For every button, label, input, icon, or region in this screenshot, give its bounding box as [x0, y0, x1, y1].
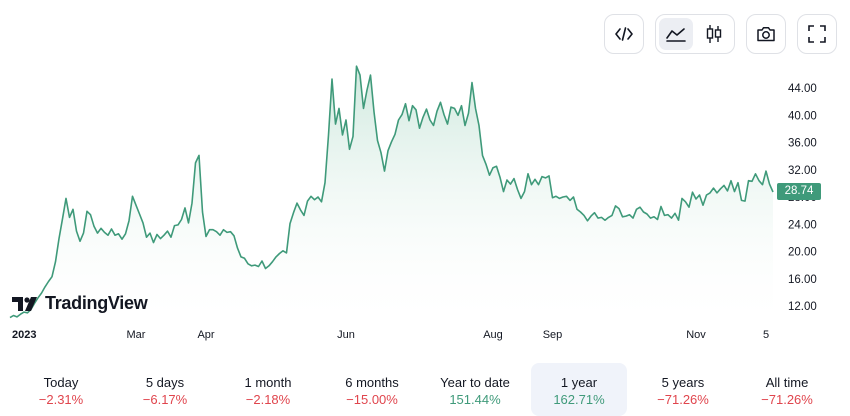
embed-code-button[interactable]	[604, 14, 644, 54]
range-change: −71.26%	[657, 392, 709, 407]
x-tick-label: 2023	[12, 329, 36, 341]
range-1-month[interactable]: 1 month −2.18%	[220, 363, 316, 416]
snapshot-button[interactable]	[746, 14, 786, 54]
range-label: All time	[765, 375, 809, 390]
y-tick-label: 16.00	[788, 274, 817, 286]
range-6-months[interactable]: 6 months −15.00%	[324, 363, 420, 416]
tradingview-wordmark: TradingView	[45, 293, 148, 313]
range-change: −6.17%	[142, 392, 188, 407]
range-year-to-date[interactable]: Year to date 151.44%	[427, 363, 523, 416]
x-tick-label: Apr	[197, 329, 214, 341]
range-change: −2.31%	[38, 392, 84, 407]
y-tick-label: 24.00	[788, 219, 817, 231]
y-tick-label: 40.00	[788, 110, 817, 122]
time-range-selector: Today −2.31% 5 days −6.17% 1 month −2.18% 6 mo…	[0, 363, 850, 416]
camera-icon	[757, 27, 775, 42]
fullscreen-button[interactable]	[797, 14, 837, 54]
y-tick-label: 44.00	[788, 83, 817, 95]
range-change: −2.18%	[245, 392, 291, 407]
range-label: Today	[43, 375, 79, 390]
range-all-time[interactable]: All time −71.26%	[739, 363, 835, 416]
range-5-days[interactable]: 5 days −6.17%	[117, 363, 213, 416]
range-change: 151.44%	[449, 392, 501, 407]
range-1-year[interactable]: 1 year 162.71%	[531, 363, 627, 416]
chart-toolbar	[0, 14, 837, 56]
y-tick-label: 36.00	[788, 138, 817, 150]
range-label: 6 months	[345, 375, 399, 390]
tradingview-logo-icon	[12, 296, 37, 311]
x-tick-label: Nov	[686, 329, 706, 341]
range-5-years[interactable]: 5 years −71.26%	[635, 363, 731, 416]
x-tick-label: Jun	[337, 329, 355, 341]
range-change: 162.71%	[553, 392, 605, 407]
y-tick-label: 12.00	[788, 301, 817, 313]
range-label: Year to date	[440, 375, 510, 390]
range-label: 1 month	[244, 375, 292, 390]
tradingview-logo[interactable]: TradingView	[12, 293, 148, 314]
range-label: 5 days	[145, 375, 185, 390]
area-chart-button[interactable]	[659, 18, 693, 50]
range-label: 5 years	[661, 375, 705, 390]
range-change: −15.00%	[346, 392, 398, 407]
candlestick-chart-icon	[706, 25, 722, 43]
fullscreen-icon	[808, 25, 826, 43]
x-tick-label: Mar	[127, 329, 146, 341]
x-tick-label: Sep	[543, 329, 563, 341]
area-chart-icon	[666, 28, 686, 42]
x-axis: 2023 Mar Apr Jun Aug Sep Nov 5	[12, 329, 769, 341]
x-tick-label: 5	[763, 329, 769, 341]
y-tick-label: 32.00	[788, 165, 817, 177]
range-change: −71.26%	[761, 392, 813, 407]
price-line	[9, 65, 774, 319]
range-today[interactable]: Today −2.31%	[13, 363, 109, 416]
x-tick-label: Aug	[483, 329, 503, 341]
candlestick-chart-button[interactable]	[697, 18, 731, 50]
embed-code-icon	[615, 27, 633, 41]
last-price-label: 28.74	[777, 183, 821, 200]
price-chart[interactable]: 12.0016.0020.0024.0028.0032.0036.0040.00…	[0, 0, 850, 345]
range-label: 1 year	[560, 375, 598, 390]
y-axis: 12.0016.0020.0024.0028.0032.0036.0040.00…	[788, 83, 817, 313]
y-tick-label: 20.00	[788, 247, 817, 259]
price-area-fill	[10, 66, 773, 320]
chart-style-toggle	[655, 14, 735, 54]
